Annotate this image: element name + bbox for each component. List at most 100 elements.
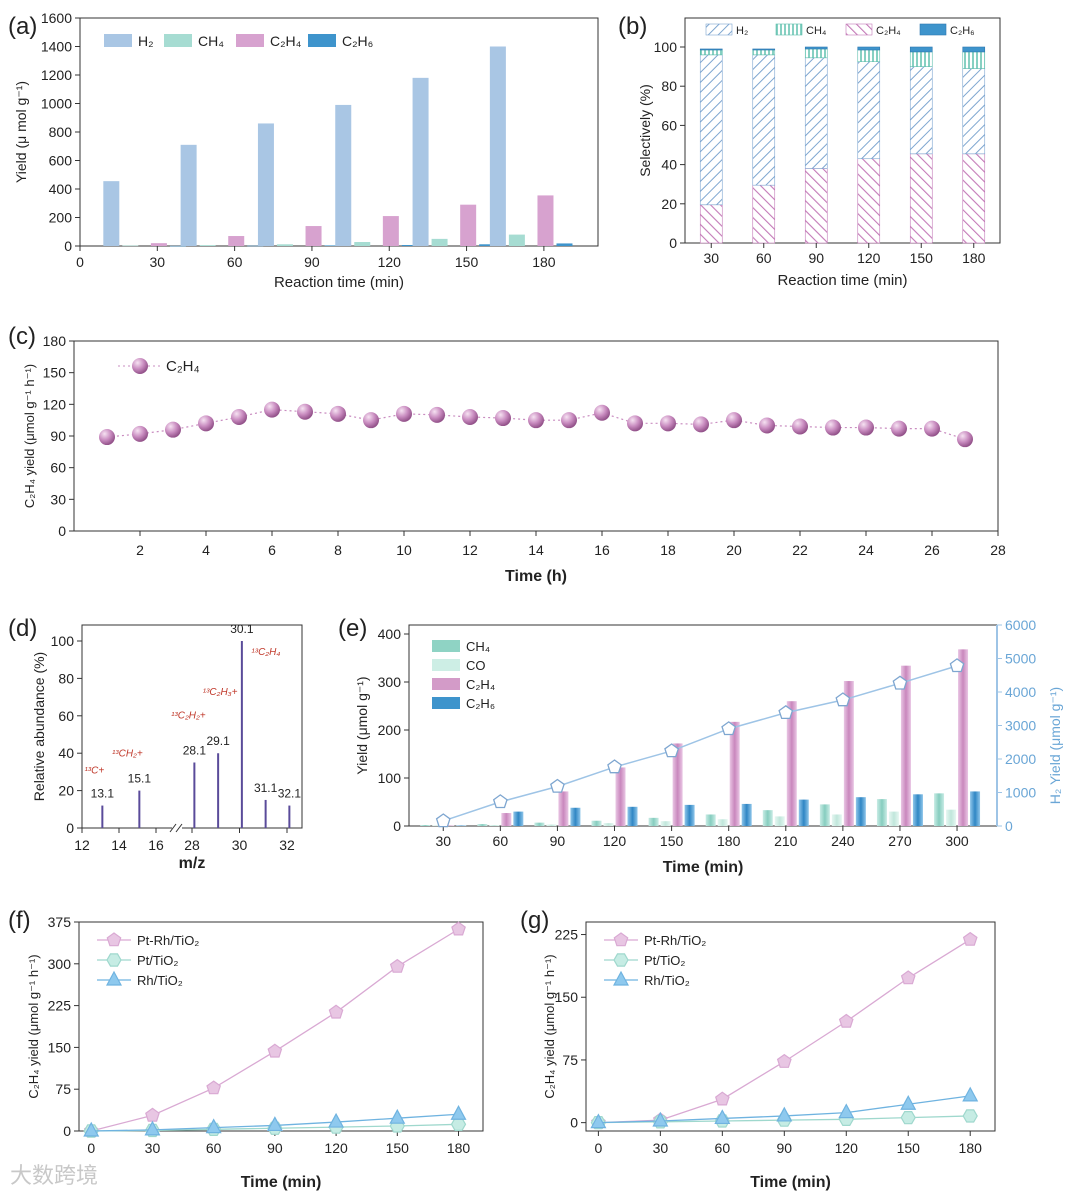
x-tick-label-b: 60 (756, 250, 772, 266)
axis-label-c-y: C₂H₄ yield (μmol g⁻¹ h⁻¹) (22, 364, 37, 508)
y-tick-label-f: 300 (48, 956, 72, 972)
legend-label-e: CO (466, 658, 486, 673)
x-tick-label-d: 16 (148, 837, 164, 853)
panel-label: (e) (338, 615, 367, 642)
x-tick-label-d: 28 (184, 837, 200, 853)
bar-e-co (489, 825, 500, 826)
bar-a-h2 (103, 181, 120, 246)
bar-e-c2h6 (456, 825, 467, 827)
data-point-f (206, 1080, 222, 1095)
y2-tick-label-e: 6000 (1005, 617, 1036, 633)
bar-e-co (546, 824, 557, 826)
stacked-bar-b (857, 49, 881, 62)
x-tick-label-a: 120 (378, 254, 402, 270)
legend-label-a: H₂ (138, 33, 154, 49)
stacked-bar-b (857, 158, 881, 244)
ion-label: ¹³CH₂+ (112, 749, 143, 760)
x-tick-label-a: 30 (150, 254, 166, 270)
bar-a-h2 (180, 144, 197, 246)
legend-label-g: Pt/TiO₂ (644, 953, 685, 968)
legend-label-b: C₂H₆ (950, 25, 975, 37)
data-point-c2h4 (231, 409, 247, 425)
x-tick-label-c: 10 (396, 542, 412, 558)
y-tick-label-e: 100 (378, 770, 402, 786)
x-tick-label-f: 150 (386, 1140, 410, 1156)
x-tick-label-c: 8 (334, 542, 342, 558)
panel-label: (b) (618, 13, 647, 40)
legend-label-a: C₂H₆ (342, 33, 373, 49)
bar-e-co (717, 819, 728, 826)
bar-e-c2h6 (970, 791, 981, 826)
stacked-bar-b (699, 204, 723, 244)
data-point-c2h4 (165, 421, 181, 438)
peak-label: 30.1 (230, 622, 254, 636)
data-point-g (900, 970, 916, 985)
stacked-bar-b (804, 48, 828, 59)
panel-label: (c) (8, 323, 36, 350)
data-point-f (266, 1116, 283, 1132)
y-tick-label-a: 800 (49, 124, 73, 140)
peak-label: 32.1 (278, 787, 302, 801)
data-point-c2h4 (858, 419, 874, 436)
y-tick-label-c: 30 (50, 491, 66, 507)
bar-e-co (603, 823, 614, 826)
data-point-c2h4 (957, 431, 973, 448)
data-point-f (328, 1112, 345, 1128)
ion-label: ¹³C+ (84, 766, 104, 777)
axis-label-g-y: C₂H₄ yield (μmol g⁻¹ h⁻¹) (542, 954, 557, 1098)
peak-label: 31.1 (254, 781, 278, 795)
data-point-g (838, 1103, 855, 1119)
x-tick-label-a: 60 (227, 254, 243, 270)
bar-e-c2h4 (729, 721, 740, 826)
legend-label-a: C₂H₄ (270, 33, 302, 49)
y-tick-label-e: 400 (378, 626, 402, 642)
data-point-g (714, 1091, 730, 1106)
data-point-c2h4 (396, 405, 412, 422)
x-tick-label-c: 28 (990, 542, 1006, 558)
stacked-bar-b (752, 48, 776, 51)
peak-label: 15.1 (128, 772, 152, 786)
bar-a-ch4 (354, 242, 371, 246)
bar-e-c2h4 (843, 681, 854, 826)
peak-label: 29.1 (206, 734, 230, 748)
y-tick-label-d: 0 (66, 820, 74, 836)
y-tick-label-a: 1200 (41, 67, 72, 83)
axis-label-d-y: Relative abundance (%) (31, 652, 47, 801)
bar-a-c2h6 (324, 245, 341, 246)
data-point-g (776, 1053, 792, 1068)
bar-a-h2 (489, 46, 506, 246)
y-tick-label-f: 375 (48, 914, 72, 930)
axis-break-mark (169, 823, 177, 833)
bar-a-c2h4 (228, 236, 245, 246)
x-tick-label-c: 26 (924, 542, 940, 558)
data-point-c2h4 (561, 412, 577, 429)
series-line-h2 (443, 665, 958, 822)
bar-e-c2h6 (684, 804, 695, 826)
data-point-c2h4 (924, 420, 940, 437)
ion-label: ¹³C₂H₄ (251, 647, 280, 658)
y-tick-label-d: 60 (58, 708, 74, 724)
bar-a-c2h4 (305, 226, 322, 246)
data-point-f (106, 953, 122, 967)
bar-e-c2h4 (558, 791, 569, 826)
legend-label-f: Pt/TiO₂ (137, 953, 178, 968)
x-tick-label-b: 180 (962, 250, 986, 266)
stacked-bar-b (962, 68, 986, 155)
y2-tick-label-e: 3000 (1005, 718, 1036, 734)
axis-label-f-y: C₂H₄ yield (μmol g⁻¹ h⁻¹) (26, 954, 41, 1098)
data-point-f (205, 1118, 222, 1134)
y-tick-label-f: 225 (48, 998, 72, 1014)
x-tick-label-g: 90 (777, 1140, 793, 1156)
bar-e-ch4 (420, 825, 431, 826)
stacked-bar-b (909, 51, 933, 67)
axis-label-d-x: m/z (179, 855, 206, 872)
stacked-bar-b (909, 153, 933, 244)
data-point-g (590, 1113, 607, 1129)
bar-e-ch4 (534, 822, 545, 826)
plot-frame-c (73, 340, 999, 532)
x-tick-label-d: 32 (279, 837, 295, 853)
legend-swatch-b (705, 23, 733, 36)
y2-tick-label-e: 2000 (1005, 751, 1036, 767)
data-point-c2h4 (792, 418, 808, 435)
y-tick-label-c: 90 (50, 428, 66, 444)
